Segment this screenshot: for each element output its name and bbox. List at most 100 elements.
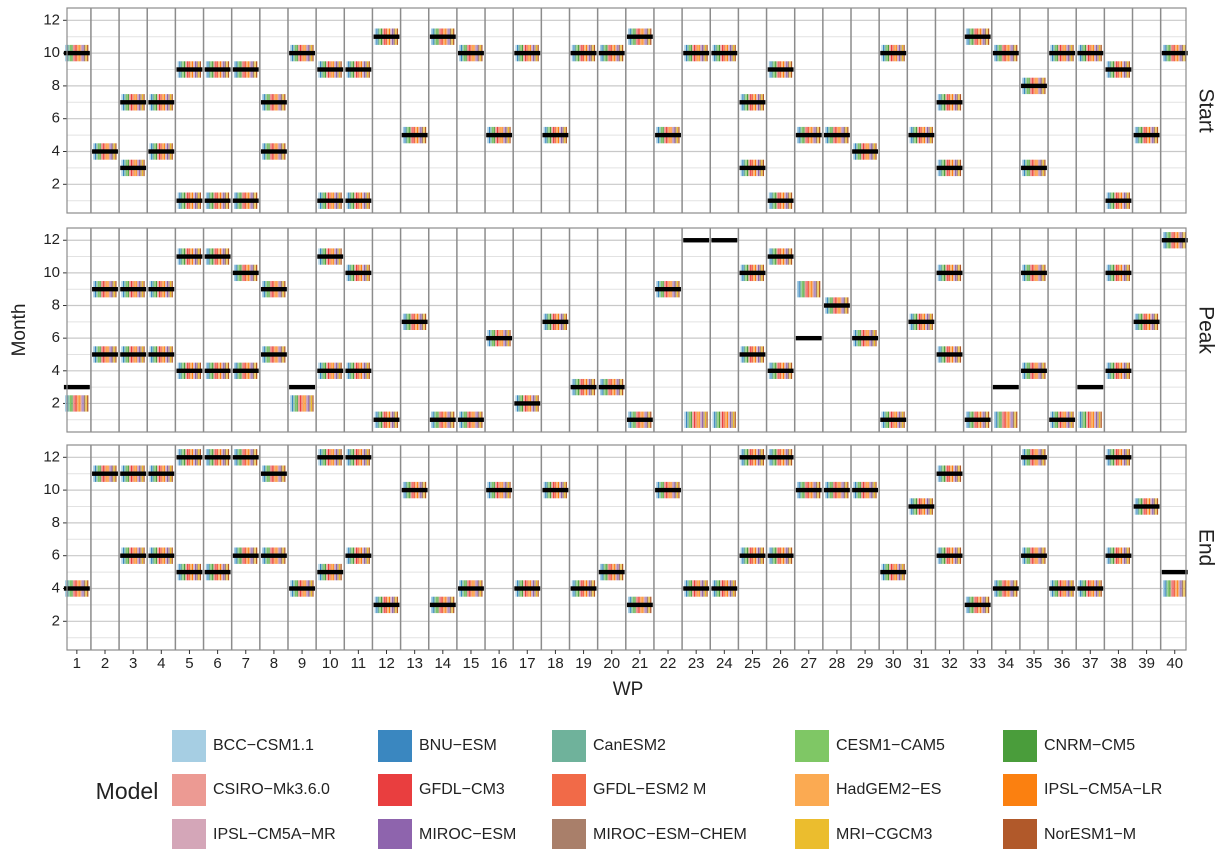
legend-label: CNRM−CM5 [1044,737,1135,754]
observed-bar [598,384,625,390]
observed-bar [880,50,907,56]
model-bar [290,395,292,412]
model-bar [798,281,800,298]
observed-bar [260,100,287,105]
observed-bar [964,34,991,39]
x-tick-label: 11 [351,655,367,672]
model-bar [734,411,736,428]
model-bar [1084,411,1087,428]
observed-bar [260,471,287,476]
x-tick-label: 30 [885,655,902,672]
observed-bar [92,149,118,154]
observed-bar [570,384,597,390]
model-bar [77,395,79,412]
legend-label: CESM1−CAM5 [836,737,945,754]
observed-bar [570,586,597,591]
legend-swatch [378,774,412,806]
observed-bar [823,487,850,493]
model-bar [718,411,721,428]
observed-bar [176,254,203,259]
model-bar [685,411,688,428]
x-tick-label: 19 [575,655,592,672]
observed-bar [1105,67,1132,72]
model-bar [1012,411,1015,428]
observed-bar [711,586,738,591]
observed-bar [260,287,287,292]
y-tick-label: 10 [43,264,60,281]
x-tick-label: 18 [547,655,564,672]
model-bar [803,281,805,298]
observed-bar [739,455,766,460]
model-bar [1166,580,1168,597]
observed-bar [739,352,766,357]
model-bar [1183,580,1185,597]
legend-swatch [795,774,829,806]
x-tick-label: 23 [688,655,705,672]
model-bar [1170,580,1173,597]
observed-bar [204,67,231,72]
observed-bar [373,34,400,39]
observed-bar [120,165,147,171]
model-bar [293,395,295,412]
model-bar [806,281,808,298]
observed-bar [767,368,794,373]
x-tick-label: 31 [913,655,930,672]
legend-swatch [795,819,829,849]
model-bar [1006,411,1008,428]
observed-bar [936,100,963,105]
observed-bar [514,50,541,56]
observed-bar [204,368,231,373]
model-bar [692,411,694,428]
observed-bar [63,50,90,56]
model-bar [1091,411,1093,428]
model-bar [689,411,691,428]
observed-bar [852,487,879,493]
observed-bar [260,352,287,357]
model-bar [715,411,717,428]
x-tick-label: 14 [434,655,451,672]
observed-bar [345,368,372,373]
observed-bar [936,553,963,558]
legend-swatch [378,730,412,762]
model-bar [1005,411,1007,428]
model-bar [1080,411,1082,428]
observed-bar [542,487,569,493]
observed-bar [655,132,681,138]
y-tick-label: 2 [52,612,60,629]
model-bar [998,411,1001,428]
model-bar [1081,411,1083,428]
model-bar [1016,411,1018,428]
model-bar [684,411,686,428]
observed-bar [852,335,879,341]
model-bar [720,411,722,428]
model-bar [1181,580,1184,597]
observed-bar [486,335,513,341]
x-tick-label: 2 [101,655,109,672]
legend-swatch [552,774,586,806]
model-bar [723,411,725,428]
observed-bar [458,417,484,422]
observed-bar [767,198,794,203]
model-bar [83,395,86,412]
observed-bar [148,100,175,105]
model-bar [1011,411,1013,428]
observed-bar [373,417,400,422]
model-bar [1089,411,1091,428]
panel-border [66,7,1187,214]
y-tick-label: 8 [52,514,60,531]
model-bar [1098,411,1101,428]
observed-bar [317,254,344,259]
observed-bar [683,50,710,56]
model-bar [1180,580,1182,597]
observed-bar [683,238,710,243]
x-tick-label: 37 [1082,655,1099,672]
observed-bar [1021,368,1047,373]
x-tick-label: 26 [772,655,789,672]
y-tick-label: 2 [52,175,60,192]
model-bar [76,395,78,412]
observed-bar [1133,504,1160,509]
panel-border [66,444,1187,651]
observed-bar [317,368,344,373]
observed-bar [148,352,175,357]
